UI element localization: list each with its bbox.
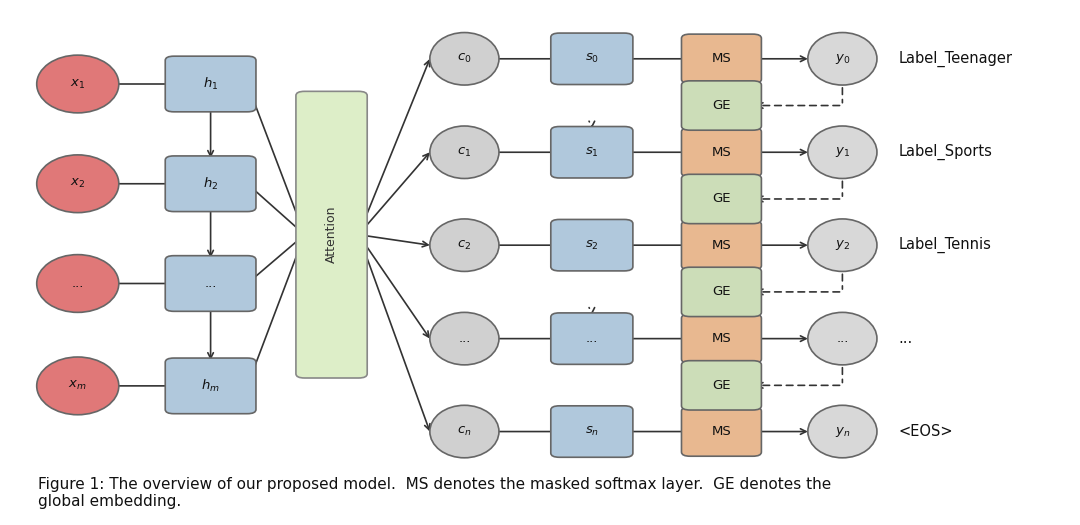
Text: $x_{m}$: $x_{m}$ xyxy=(68,380,87,392)
Ellipse shape xyxy=(808,126,877,178)
FancyBboxPatch shape xyxy=(681,407,761,456)
Text: ...: ... xyxy=(71,277,84,290)
Text: MS: MS xyxy=(712,425,731,438)
FancyBboxPatch shape xyxy=(681,34,761,83)
Ellipse shape xyxy=(430,219,499,271)
Ellipse shape xyxy=(808,312,877,365)
Text: $h_{1}$: $h_{1}$ xyxy=(203,76,218,92)
Text: $s_{1}$: $s_{1}$ xyxy=(585,146,598,159)
Ellipse shape xyxy=(808,219,877,271)
FancyBboxPatch shape xyxy=(681,174,761,224)
Text: $c_{2}$: $c_{2}$ xyxy=(457,239,472,251)
Text: GE: GE xyxy=(712,379,731,392)
Text: $s_{n}$: $s_{n}$ xyxy=(584,425,599,438)
Text: Label_Teenager: Label_Teenager xyxy=(899,51,1013,67)
Ellipse shape xyxy=(430,126,499,178)
Text: $y_{n}$: $y_{n}$ xyxy=(835,425,850,438)
Text: $y_{0}$: $y_{0}$ xyxy=(835,52,850,66)
FancyBboxPatch shape xyxy=(681,220,761,270)
Text: <EOS>: <EOS> xyxy=(899,424,954,439)
Text: ...: ... xyxy=(836,332,849,345)
FancyBboxPatch shape xyxy=(681,361,761,410)
FancyBboxPatch shape xyxy=(681,314,761,363)
Ellipse shape xyxy=(37,155,119,213)
Text: $c_{0}$: $c_{0}$ xyxy=(457,52,472,65)
Text: $s_{0}$: $s_{0}$ xyxy=(584,52,599,65)
Text: $x_{2}$: $x_{2}$ xyxy=(70,177,85,190)
FancyBboxPatch shape xyxy=(165,256,256,311)
Text: Attention: Attention xyxy=(325,206,338,264)
Ellipse shape xyxy=(430,312,499,365)
Ellipse shape xyxy=(37,357,119,415)
Ellipse shape xyxy=(808,405,877,458)
FancyBboxPatch shape xyxy=(551,127,633,178)
Text: ...: ... xyxy=(585,332,598,345)
FancyBboxPatch shape xyxy=(296,91,367,378)
Ellipse shape xyxy=(37,55,119,113)
Text: MS: MS xyxy=(712,52,731,65)
Text: Label_Tennis: Label_Tennis xyxy=(899,237,991,253)
FancyBboxPatch shape xyxy=(165,156,256,212)
FancyBboxPatch shape xyxy=(551,313,633,364)
Text: $h_{m}$: $h_{m}$ xyxy=(201,378,220,394)
Text: Label_Sports: Label_Sports xyxy=(899,144,993,160)
Text: $x_{1}$: $x_{1}$ xyxy=(70,78,85,90)
FancyBboxPatch shape xyxy=(551,219,633,271)
FancyBboxPatch shape xyxy=(681,81,761,130)
FancyBboxPatch shape xyxy=(681,128,761,177)
Text: $s_{2}$: $s_{2}$ xyxy=(585,239,598,251)
Text: MS: MS xyxy=(712,239,731,251)
Text: $h_{2}$: $h_{2}$ xyxy=(203,176,218,192)
Text: ...: ... xyxy=(458,332,471,345)
Text: MS: MS xyxy=(712,332,731,345)
Ellipse shape xyxy=(37,255,119,312)
Text: ...: ... xyxy=(204,277,217,290)
Text: GE: GE xyxy=(712,99,731,112)
FancyBboxPatch shape xyxy=(165,56,256,112)
Text: $y_{1}$: $y_{1}$ xyxy=(835,145,850,159)
FancyBboxPatch shape xyxy=(681,267,761,317)
Text: GE: GE xyxy=(712,193,731,205)
Text: ...: ... xyxy=(899,331,913,346)
Text: Figure 1: The overview of our proposed model.  MS denotes the masked softmax lay: Figure 1: The overview of our proposed m… xyxy=(38,477,831,509)
Text: $c_{n}$: $c_{n}$ xyxy=(457,425,472,438)
FancyBboxPatch shape xyxy=(165,358,256,414)
Text: GE: GE xyxy=(712,286,731,298)
FancyBboxPatch shape xyxy=(551,406,633,457)
Text: $c_{1}$: $c_{1}$ xyxy=(457,146,472,159)
Ellipse shape xyxy=(430,405,499,458)
Ellipse shape xyxy=(808,33,877,85)
Text: MS: MS xyxy=(712,146,731,159)
FancyBboxPatch shape xyxy=(551,33,633,85)
Ellipse shape xyxy=(430,33,499,85)
Text: $y_{2}$: $y_{2}$ xyxy=(835,238,850,252)
